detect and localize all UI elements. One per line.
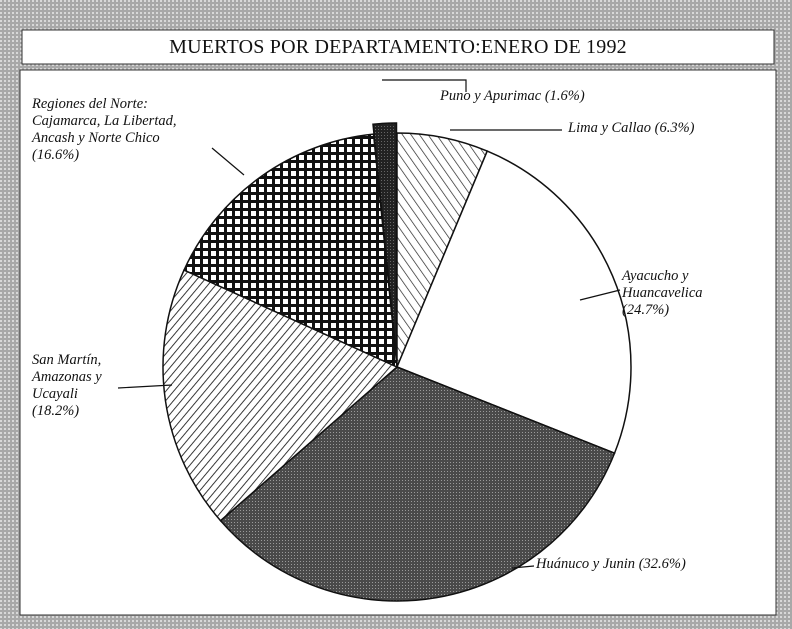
slice-label: Ayacucho y Huancavelica (24.7%): [622, 268, 762, 319]
value-label: (24.7%): [622, 302, 670, 318]
leader-line: [382, 79, 467, 92]
category-label: Regiones del Norte: Cajamarca, La Libert…: [32, 96, 177, 146]
slice-pattern: [162, 269, 399, 522]
chart-title: MUERTOS POR DEPARTAMENTO:ENERO DE 1992: [169, 36, 627, 58]
category-label: Huánuco y Junin: [536, 556, 636, 572]
leader-line: [117, 384, 173, 389]
value-label: (32.6%): [638, 556, 686, 572]
slice-pattern: [372, 122, 398, 358]
slice-label: Huánuco y Junin (32.6%): [536, 556, 766, 573]
slice-pattern: [183, 133, 398, 369]
leader-line: [511, 565, 535, 569]
value-label: (16.6%): [32, 147, 80, 163]
category-label: Ayacucho y Huancavelica: [622, 268, 703, 301]
value-label: (1.6%): [544, 88, 585, 104]
leader-line: [211, 147, 245, 176]
category-label: Puno y Apurimac: [440, 88, 542, 104]
slice-label: Puno y Apurimac (1.6%): [440, 88, 660, 105]
slice-pattern: [396, 150, 632, 455]
slice-label: Lima y Callao (6.3%): [568, 120, 768, 137]
title-box: [21, 29, 775, 65]
leader-lines: [117, 79, 621, 569]
value-label: (6.3%): [654, 120, 695, 136]
category-label: San Martín, Amazonas y Ucayali: [32, 352, 102, 402]
leader-line: [579, 289, 621, 301]
value-label: (18.2%): [32, 403, 80, 419]
category-label: Lima y Callao: [568, 120, 651, 136]
slice-label: Regiones del Norte: Cajamarca, La Libert…: [32, 96, 200, 164]
slice-label: San Martín, Amazonas y Ucayali (18.2%): [32, 352, 132, 420]
slice-pattern: [219, 366, 616, 602]
